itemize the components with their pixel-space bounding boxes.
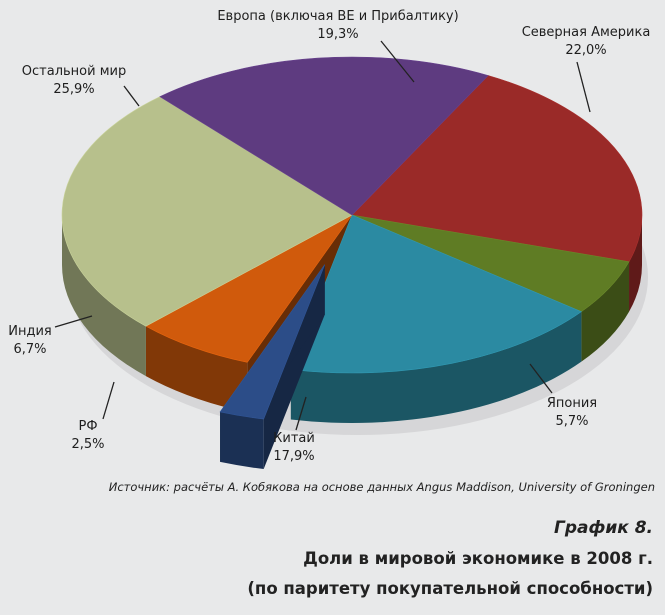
slice-3-top xyxy=(219,264,326,420)
label-north-america-name: Северная Америка xyxy=(521,25,651,40)
leader-japan xyxy=(529,363,553,394)
slice-6-top xyxy=(159,56,489,216)
slice-4-wall xyxy=(145,326,248,413)
slice-3-wall xyxy=(220,411,264,470)
label-rest-of-world-value: 25,9% xyxy=(53,82,95,97)
label-rest-of-world: Остальной мир 25,9% xyxy=(22,63,126,99)
slice-4-top xyxy=(145,214,353,363)
label-rf-value: 2,5% xyxy=(71,437,105,452)
slice-1-wall xyxy=(581,261,630,362)
leader-rf xyxy=(102,381,115,420)
label-china-name: Китай xyxy=(273,431,315,446)
chart-title: Доли в мировой экономике в 2008 г. xyxy=(303,549,653,568)
label-europe-value: 19,3% xyxy=(317,27,359,42)
label-china: Китай 17,9% xyxy=(273,430,315,466)
label-north-america: Северная Америка 22,0% xyxy=(522,24,651,60)
label-india-name: Индия xyxy=(8,324,52,339)
leader-rest-of-world xyxy=(123,85,140,107)
label-japan: Япония 5,7% xyxy=(547,395,597,431)
slice-0-top xyxy=(351,75,643,263)
leader-europe xyxy=(380,40,415,83)
leader-india xyxy=(54,315,93,328)
label-rest-of-world-name: Остальной мир xyxy=(21,64,127,79)
slice-2-top xyxy=(290,214,583,374)
label-china-value: 17,9% xyxy=(273,449,315,464)
label-india-value: 6,7% xyxy=(13,342,47,357)
label-rf: РФ 2,5% xyxy=(71,418,104,454)
label-europe-name: Европа (включая ВЕ и Прибалтику) xyxy=(217,9,459,24)
label-india: Индия 6,7% xyxy=(8,323,51,359)
figure-number: График 8. xyxy=(554,518,653,538)
label-europe: Европа (включая ВЕ и Прибалтику) 19,3% xyxy=(217,8,458,44)
source-note: Источник: расчёты А. Кобякова на основе … xyxy=(108,480,655,494)
pie-chart xyxy=(54,40,648,470)
slice-5-top xyxy=(61,96,353,327)
leader-north-america xyxy=(576,61,591,113)
chart-subtitle: (по паритету покупательной способности) xyxy=(247,579,653,598)
label-north-america-value: 22,0% xyxy=(565,43,607,58)
leader-china xyxy=(295,396,307,431)
label-rf-name: РФ xyxy=(78,419,98,434)
slice-5-wall xyxy=(62,215,146,377)
label-japan-name: Япония xyxy=(546,396,598,411)
slice-2-wall xyxy=(290,311,582,423)
label-japan-value: 5,7% xyxy=(555,414,589,429)
